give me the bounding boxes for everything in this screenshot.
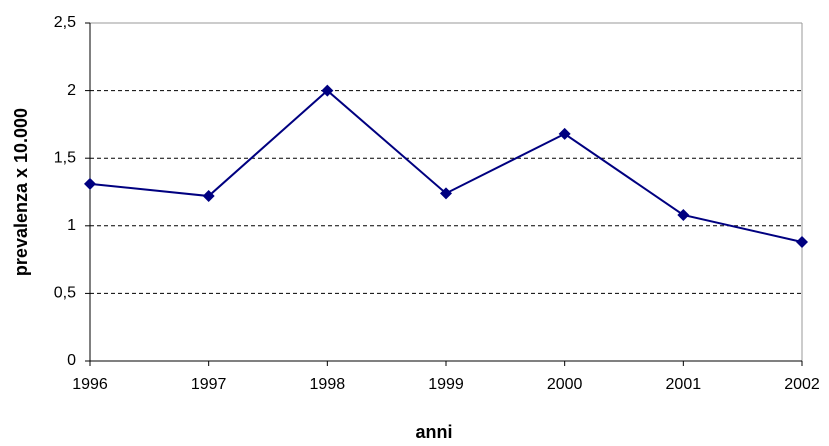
marker <box>677 208 690 221</box>
y-tick-label: 1 <box>67 217 76 234</box>
x-axis-label: anni <box>415 422 452 442</box>
x-tick-label: 2002 <box>784 376 820 393</box>
x-tick-label: 2001 <box>666 376 702 393</box>
x-tick-label: 1999 <box>428 376 464 393</box>
y-axis-label: prevalenza x 10.000 <box>11 108 31 276</box>
y-tick-label: 0,5 <box>54 285 76 302</box>
x-tick-label: 1998 <box>310 376 346 393</box>
y-tick-label: 0 <box>67 352 76 369</box>
marker <box>796 236 808 249</box>
marker <box>440 187 452 200</box>
marker <box>558 127 571 140</box>
y-tick-label: 2 <box>67 82 76 99</box>
y-tick-label: 2,5 <box>54 14 76 31</box>
x-tick-label: 1996 <box>72 376 108 393</box>
x-tick-label: 2000 <box>547 376 583 393</box>
y-tick-label: 1,5 <box>54 149 76 166</box>
marker <box>84 177 96 190</box>
marker <box>321 84 334 97</box>
marker <box>202 190 215 203</box>
series-line <box>89 89 803 243</box>
x-tick-label: 1997 <box>191 376 227 393</box>
